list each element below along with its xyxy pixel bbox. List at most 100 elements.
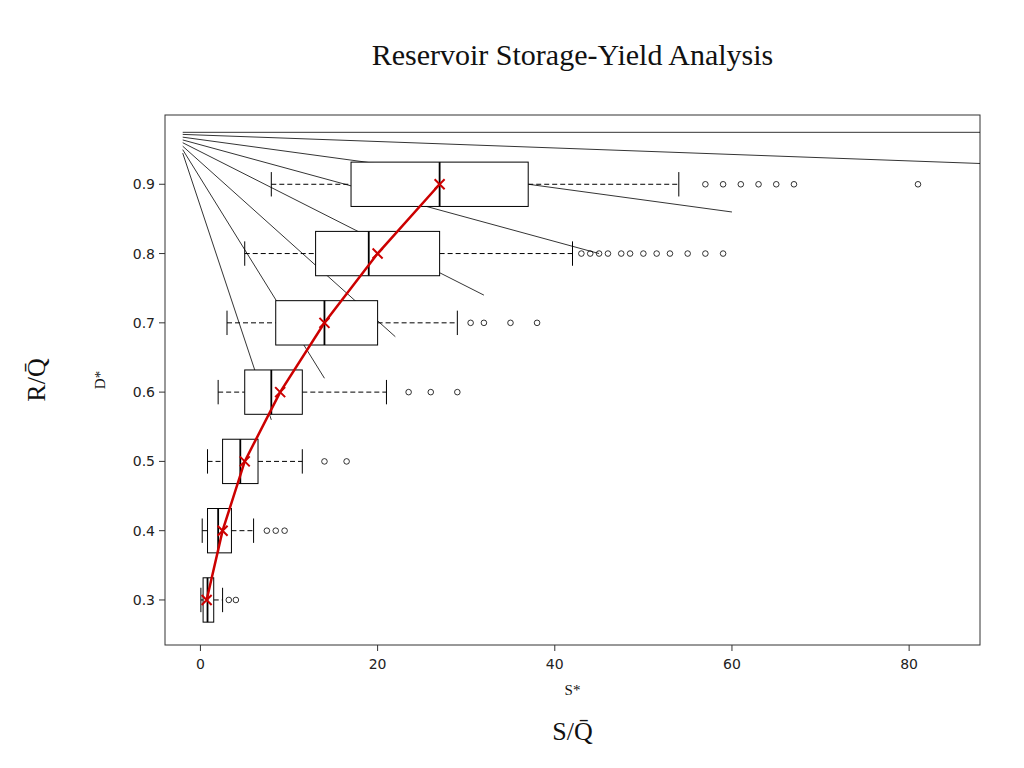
- outlier: [233, 597, 239, 603]
- outlier: [264, 528, 270, 534]
- outlier: [685, 251, 691, 257]
- outlier: [720, 181, 726, 187]
- outlier: [455, 389, 461, 395]
- y-tick-label: 0.8: [133, 246, 155, 262]
- x-label: S/Q̄: [552, 717, 593, 746]
- whisker-high-cap: [457, 311, 458, 335]
- outlier: [273, 528, 279, 534]
- mean-marker: [373, 249, 383, 259]
- x-tick-label: 40: [546, 656, 564, 672]
- y-label: R/Q̄: [22, 358, 51, 402]
- reference-line: [183, 132, 980, 133]
- whisker-low-cap: [218, 380, 219, 404]
- whisker-low-cap: [244, 241, 245, 265]
- y-tick-label: 0.4: [133, 523, 155, 539]
- reference-line: [183, 143, 484, 295]
- x-tick-label: 80: [900, 656, 918, 672]
- y-tick: [159, 599, 165, 600]
- outlier: [703, 181, 709, 187]
- outlier: [703, 251, 709, 257]
- x-tick: [200, 645, 201, 651]
- box: [276, 301, 378, 345]
- whisker-low-line: [245, 253, 316, 254]
- outlier: [587, 251, 593, 257]
- box-group: [201, 578, 239, 622]
- box: [316, 231, 440, 275]
- title: Reservoir Storage-Yield Analysis: [372, 38, 774, 71]
- outlier: [720, 251, 726, 257]
- chart: 0204060800.30.40.50.60.70.80.9Reservoir …: [0, 0, 1024, 768]
- whisker-high-line: [378, 322, 458, 323]
- whisker-high-line: [214, 599, 223, 600]
- box: [203, 578, 214, 622]
- outlier: [738, 181, 744, 187]
- mean-marker: [435, 179, 445, 189]
- mean-marker: [240, 456, 250, 466]
- y-tick: [159, 322, 165, 323]
- mean-marker: [275, 387, 285, 397]
- box-group: [218, 370, 460, 414]
- whisker-high-cap: [302, 449, 303, 473]
- x-label-secondary: S*: [565, 682, 581, 698]
- y-label-secondary: D*: [92, 371, 108, 389]
- outlier: [773, 181, 779, 187]
- outlier: [641, 251, 647, 257]
- box-group: [202, 509, 287, 553]
- x-tick-label: 60: [723, 656, 741, 672]
- outlier: [534, 320, 540, 326]
- reference-line: [183, 137, 732, 212]
- whisker-low-line: [218, 392, 245, 393]
- whisker-high-line: [440, 253, 573, 254]
- y-tick: [159, 253, 165, 254]
- outlier: [468, 320, 474, 326]
- whisker-low-cap: [207, 449, 208, 473]
- whisker-high-cap: [386, 380, 387, 404]
- whisker-high-cap: [222, 588, 223, 612]
- box-group: [227, 301, 540, 345]
- x-tick: [554, 645, 555, 651]
- reference-line: [183, 134, 980, 163]
- whisker-low-line: [227, 322, 276, 323]
- whisker-high-line: [231, 530, 253, 531]
- outlier: [915, 181, 921, 187]
- whisker-high-cap: [253, 518, 254, 542]
- x-tick: [377, 645, 378, 651]
- whisker-low-cap: [200, 588, 201, 612]
- outlier: [654, 251, 660, 257]
- whisker-high-line: [528, 184, 679, 185]
- box: [351, 162, 528, 206]
- median: [368, 231, 370, 275]
- x-tick: [909, 645, 910, 651]
- y-tick: [159, 530, 165, 531]
- whisker-high-cap: [572, 241, 573, 265]
- outlier: [791, 181, 797, 187]
- outlier: [508, 320, 514, 326]
- whisker-low-line: [271, 184, 351, 185]
- mean-marker: [218, 526, 228, 536]
- y-tick-label: 0.3: [133, 592, 155, 608]
- mean-marker: [202, 595, 212, 605]
- outlier: [618, 251, 624, 257]
- box-group: [245, 231, 726, 275]
- box-group: [271, 162, 920, 206]
- x-tick: [731, 645, 732, 651]
- outlier: [627, 251, 633, 257]
- outlier: [282, 528, 288, 534]
- whisker-low-line: [202, 530, 207, 531]
- x-tick-label: 20: [369, 656, 387, 672]
- outlier: [322, 459, 328, 465]
- outlier: [667, 251, 673, 257]
- whisker-high-line: [258, 461, 302, 462]
- axes: 0204060800.30.40.50.60.70.80.9: [133, 176, 918, 672]
- y-tick: [159, 392, 165, 393]
- outlier: [756, 181, 762, 187]
- x-tick-label: 0: [196, 656, 205, 672]
- y-tick: [159, 461, 165, 462]
- outlier: [406, 389, 412, 395]
- outlier: [428, 389, 434, 395]
- whisker-high-cap: [678, 172, 679, 196]
- outlier: [596, 251, 602, 257]
- whisker-low-line: [208, 461, 223, 462]
- box-group: [208, 439, 350, 483]
- plot-frame: [165, 115, 980, 645]
